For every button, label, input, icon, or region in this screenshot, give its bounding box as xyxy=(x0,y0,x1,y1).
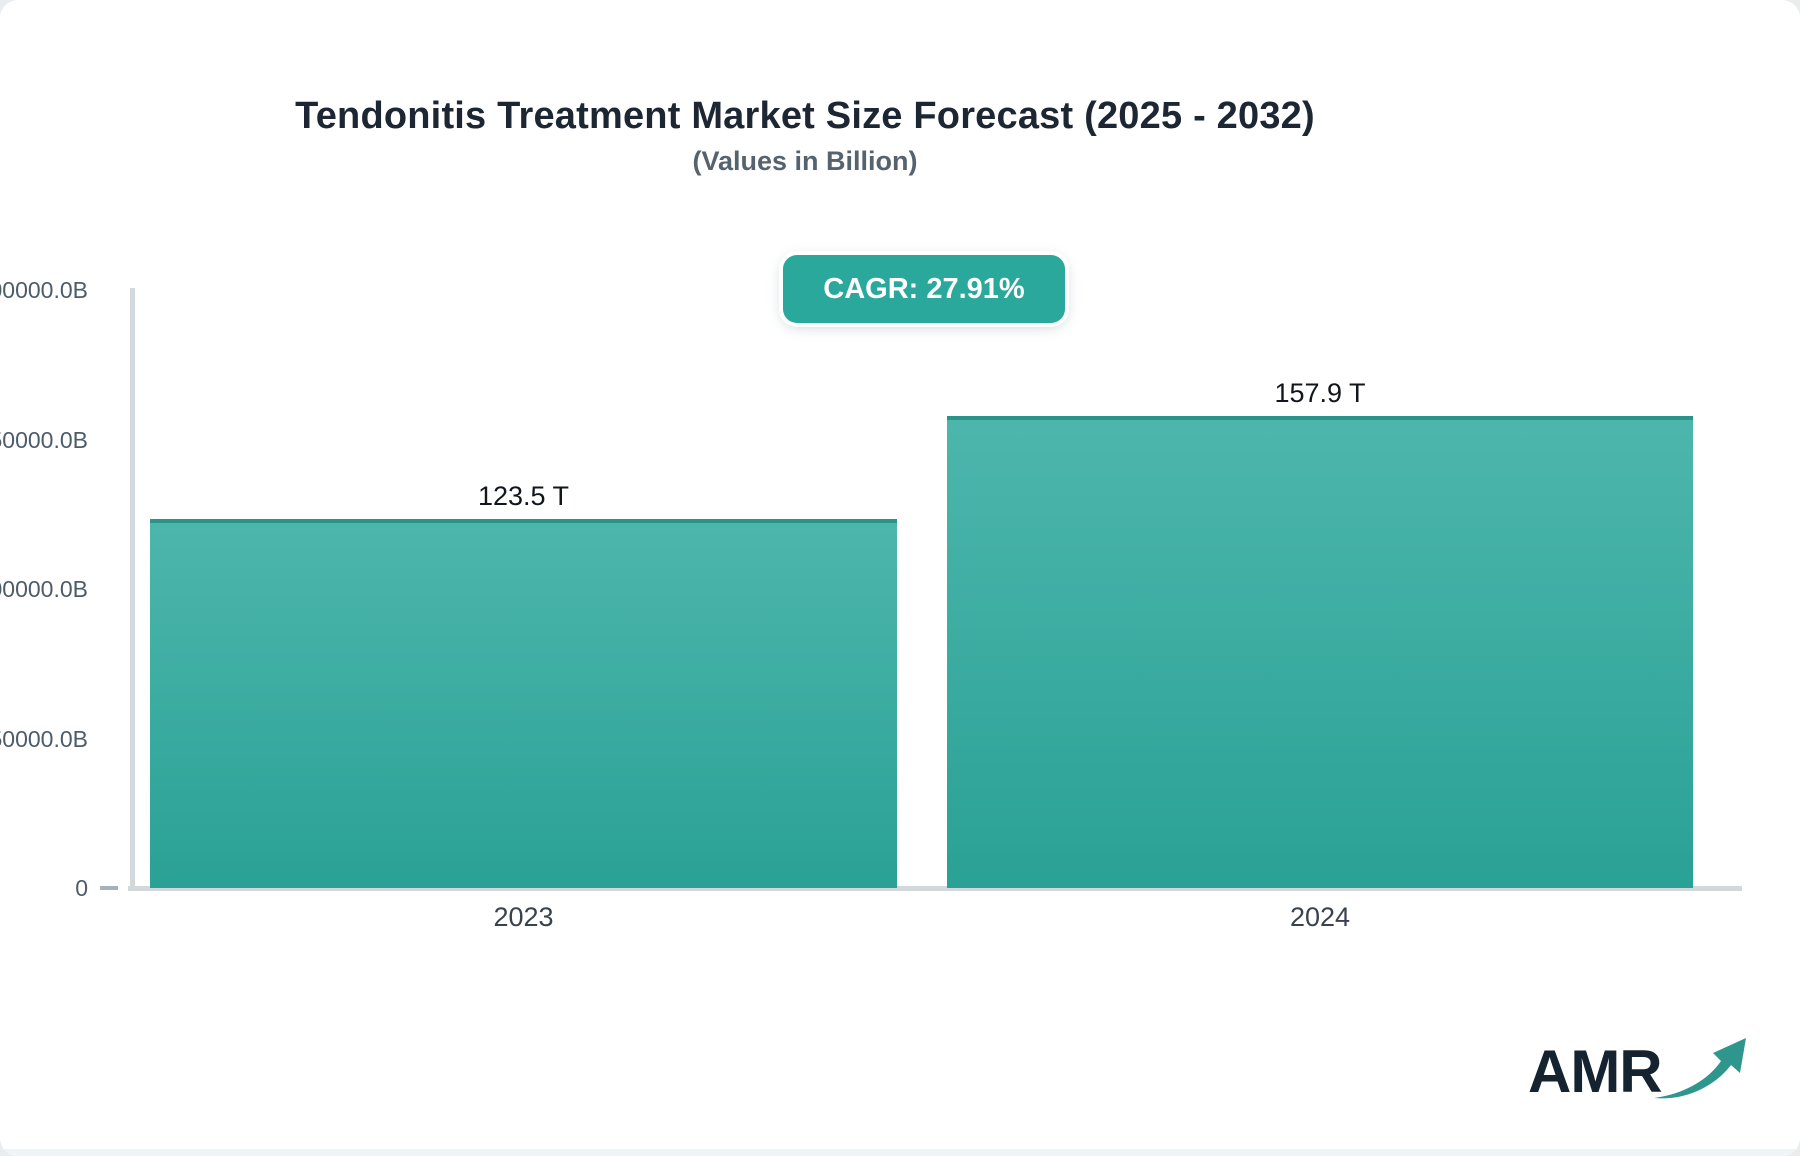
logo-growth-arrow-icon xyxy=(1653,1038,1746,1099)
y-axis-tick-label: 150000.0B xyxy=(0,426,88,453)
y-axis-tick-label: 50000.0B xyxy=(0,725,88,752)
amr-logo-text: AMR xyxy=(1528,1037,1663,1105)
y-axis-tick-label: 0 xyxy=(75,875,88,901)
y-axis-line xyxy=(130,288,135,888)
bar-2024[interactable] xyxy=(947,415,1693,888)
amr-logo: AMR xyxy=(1528,1028,1748,1114)
x-axis-line xyxy=(128,886,1742,891)
chart-subtitle: (Values in Billion) xyxy=(692,146,918,176)
bottom-strip xyxy=(0,1149,1800,1156)
cagr-badge: CAGR: 27.91% xyxy=(783,255,1065,323)
bar-2023[interactable] xyxy=(150,518,897,888)
chart-title: Tendonitis Treatment Market Size Forecas… xyxy=(295,95,1315,137)
y-axis-tick-label: 200000.0B xyxy=(0,277,88,303)
cagr-badge-label: CAGR: 27.91% xyxy=(823,272,1025,305)
bar-value-label-2023: 123.5 T xyxy=(477,480,570,511)
x-axis-label-2023: 2023 xyxy=(493,902,554,932)
x-axis-label-2024: 2024 xyxy=(1289,902,1351,932)
bar-value-label-2024: 157.9 T xyxy=(1274,377,1366,408)
y-axis-tick-mark xyxy=(100,886,118,890)
y-axis-tick-label: 100000.0B xyxy=(0,576,88,602)
